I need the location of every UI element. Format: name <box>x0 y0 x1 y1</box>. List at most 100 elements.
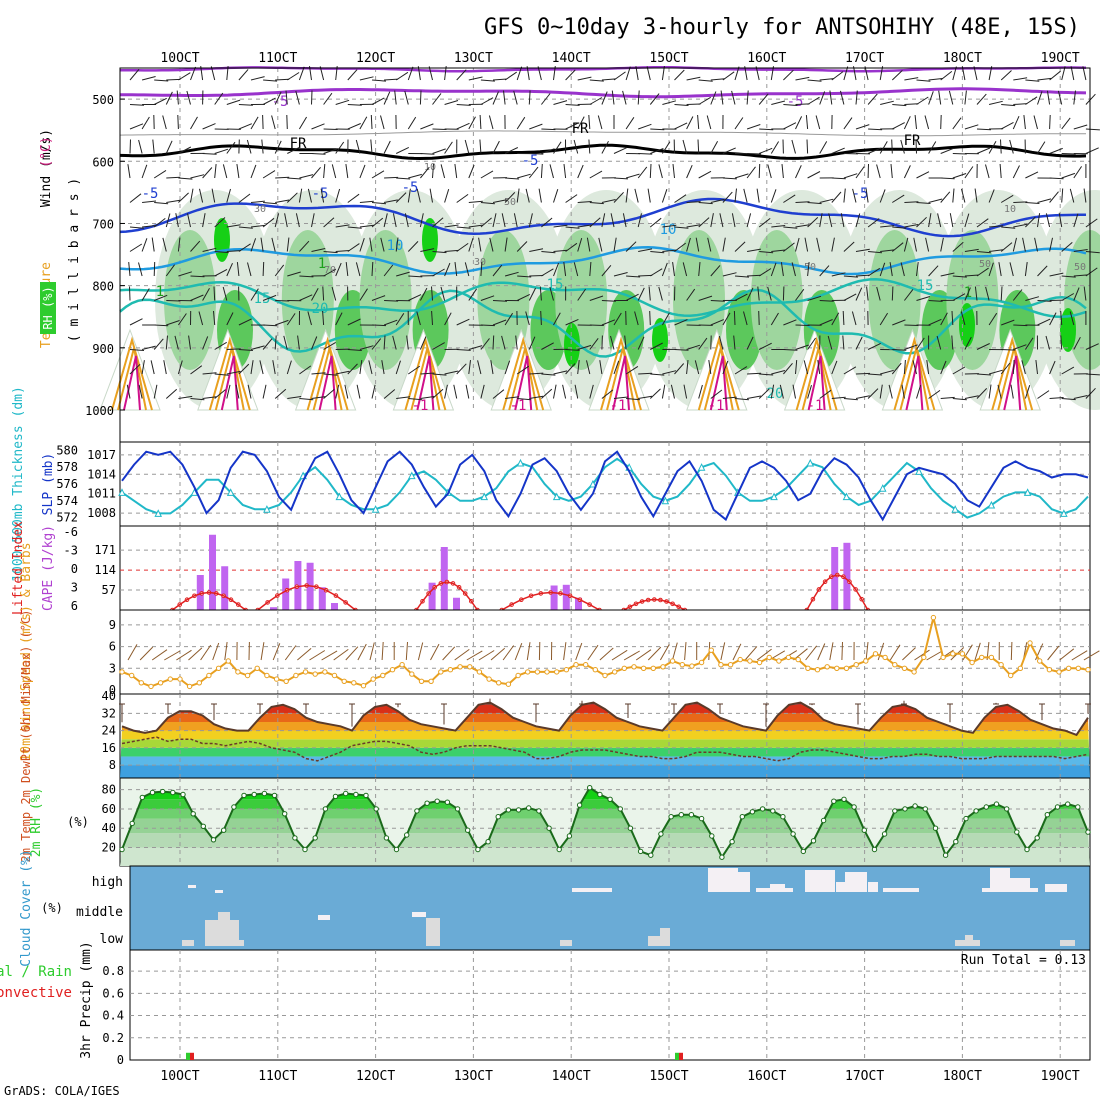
upper-wind-barb <box>949 213 954 228</box>
surface-wind-barb <box>381 641 384 661</box>
upper-wind-barb <box>783 194 796 203</box>
upper-wind-barb <box>250 116 259 130</box>
wind-speed-line-marker <box>1037 658 1043 664</box>
upper-wind-barb <box>988 100 1003 105</box>
upper-wind-barb <box>842 310 845 326</box>
surface-isotherm <box>703 347 734 411</box>
upper-wind-barb <box>880 369 894 375</box>
upper-wind-barb <box>307 311 312 326</box>
upper-wind-barb <box>480 295 495 301</box>
upper-wind-barb <box>610 335 615 350</box>
ylabel-slp: SLP (mb) <box>41 453 56 516</box>
upper-wind-barb <box>637 213 642 228</box>
upper-wind-barb <box>407 66 414 81</box>
upper-wind-barb <box>747 372 762 375</box>
upper-wind-barb <box>503 90 506 105</box>
rh2m-line-marker <box>332 793 339 800</box>
surface-isotherm <box>208 336 251 411</box>
upper-wind-barb <box>307 188 312 203</box>
surface-wind-barb <box>200 644 212 661</box>
contour-label-blue: -5 <box>312 186 329 202</box>
upper-wind-barb <box>964 213 970 228</box>
cape-bar <box>270 607 277 610</box>
upper-wind-barb <box>1085 147 1099 154</box>
upper-wind-barb <box>683 384 688 399</box>
upper-wind-barb <box>601 213 606 228</box>
surface-wind-barb <box>732 643 742 661</box>
upper-wind-barb <box>807 262 810 277</box>
cloud-level-label: low <box>100 932 124 947</box>
rh2m-line-marker <box>922 806 928 812</box>
upper-wind-barb <box>540 310 542 326</box>
wind-speed-line-marker <box>283 678 289 684</box>
upper-wind-barb <box>597 115 603 130</box>
upper-wind-barb <box>686 360 689 375</box>
top-date-label: 15OCT <box>649 51 688 66</box>
upper-wind-barb <box>589 384 594 399</box>
ylabel-temperature-unit: (°C) <box>39 136 54 167</box>
upper-wind-barb <box>1037 300 1052 302</box>
rh2m-line-marker <box>302 846 308 853</box>
upper-wind-barb <box>480 384 485 399</box>
upper-wind-barb <box>384 199 398 203</box>
rh2m-line-marker <box>759 806 766 812</box>
upper-wind-barb <box>187 213 191 228</box>
upper-wind-barb <box>746 213 752 228</box>
temp-band <box>120 730 1090 740</box>
top-date-label: 18OCT <box>943 51 982 66</box>
surface-wind-barb <box>1059 648 1075 661</box>
upper-wind-barb <box>952 173 967 179</box>
upper-wind-barb <box>190 398 205 401</box>
temp-band <box>120 747 1090 757</box>
upper-wind-barb <box>1061 153 1076 155</box>
wind-speed-line-marker <box>167 676 174 682</box>
upper-wind-barb <box>323 148 338 154</box>
upper-wind-barb <box>589 261 592 277</box>
upper-wind-barb <box>153 97 167 105</box>
upper-wind-barb <box>940 360 947 375</box>
upper-wind-barb <box>770 189 777 203</box>
upper-wind-barb <box>345 164 349 179</box>
upper-wind-barb <box>394 90 397 105</box>
upper-wind-barb <box>250 76 265 81</box>
upper-wind-barb <box>672 262 675 277</box>
surface-wind-barb <box>974 642 981 661</box>
upper-wind-barb <box>904 324 919 326</box>
upper-wind-barb <box>323 128 338 130</box>
surface-isotherm <box>1003 355 1022 411</box>
upper-wind-barb <box>1085 218 1098 228</box>
wind-speed-line-marker <box>573 662 579 668</box>
cloud-block <box>560 940 572 946</box>
upper-wind-barb <box>359 164 366 179</box>
rh2m-line-marker <box>221 827 227 833</box>
upper-wind-barb <box>138 262 143 277</box>
upper-wind-barb <box>1000 242 1013 252</box>
ylabel-wind: Wind (m/s) <box>39 129 54 207</box>
upper-wind-barb <box>154 202 169 205</box>
surface-isotherm <box>893 336 936 411</box>
upper-wind-barb <box>286 313 296 326</box>
rh2m-line-marker <box>770 808 776 814</box>
rh2m-line-marker <box>282 811 288 817</box>
upper-wind-barb <box>916 262 919 277</box>
upper-wind-barb <box>928 318 942 326</box>
upper-wind-barb <box>928 141 937 154</box>
upper-wind-barb <box>1085 343 1099 350</box>
upper-wind-barb <box>708 360 712 375</box>
upper-wind-barb <box>165 335 168 350</box>
upper-wind-barb <box>879 312 889 326</box>
upper-wind-barb <box>819 91 826 105</box>
surface-wind-barb <box>672 642 678 661</box>
upper-wind-barb <box>1023 115 1026 130</box>
upper-wind-barb <box>734 173 749 179</box>
upper-wind-barb <box>129 68 140 81</box>
rh2m-line-marker <box>688 812 695 818</box>
upper-wind-barb <box>960 311 966 326</box>
cloud-block <box>648 936 670 946</box>
upper-wind-barb <box>1013 77 1028 81</box>
upper-wind-barb <box>928 213 932 228</box>
upper-wind-barb <box>771 370 786 375</box>
thickness-line-marker <box>1023 488 1032 496</box>
pressure-tick-label: 900 <box>92 342 114 356</box>
upper-wind-barb <box>891 286 894 301</box>
